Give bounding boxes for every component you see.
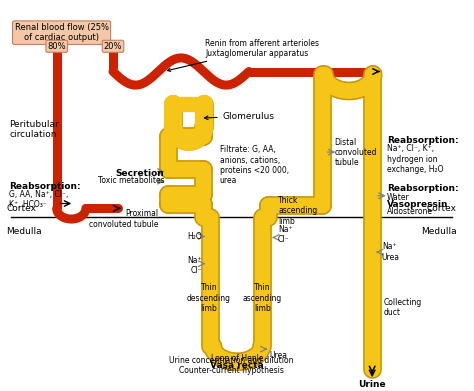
Text: Reabsorption:: Reabsorption: (387, 136, 458, 145)
Text: 80%: 80% (47, 42, 66, 51)
Text: Toxic metabolites: Toxic metabolites (98, 176, 164, 185)
Text: Thick
ascending
limb: Thick ascending limb (278, 196, 317, 226)
Text: Renin from afferent arterioles
Juxtaglomerular apparatus: Renin from afferent arterioles Juxtaglom… (167, 38, 319, 72)
Text: Na⁺
Cl⁻: Na⁺ Cl⁻ (278, 225, 292, 244)
Text: Medulla: Medulla (421, 227, 456, 236)
Text: Cortex: Cortex (427, 204, 456, 213)
Text: Urea: Urea (269, 351, 287, 360)
Text: Filtrate: G, AA,
anions, cations,
proteins <20 000,
urea: Filtrate: G, AA, anions, cations, protei… (220, 145, 289, 185)
Text: Urine: Urine (358, 380, 386, 389)
Text: Distal
convoluted
tubule: Distal convoluted tubule (334, 138, 377, 167)
Text: Vasopressin: Vasopressin (387, 200, 448, 209)
Text: Reabsorption:: Reabsorption: (9, 182, 81, 191)
Text: Proximal
convoluted tubule: Proximal convoluted tubule (89, 209, 159, 229)
Text: Thin
descending
limb: Thin descending limb (187, 283, 231, 313)
Text: 20%: 20% (104, 42, 122, 51)
Text: Loop of Henle: Loop of Henle (211, 354, 264, 363)
Text: Cortex: Cortex (6, 204, 36, 213)
Text: Urine concentration and dilution
Counter-current hypothesis: Urine concentration and dilution Counter… (169, 356, 294, 375)
Text: Secretion: Secretion (116, 169, 164, 178)
Text: Na⁺, Cl⁻, K⁺,
hydrogen ion
exchange, H₂O: Na⁺, Cl⁻, K⁺, hydrogen ion exchange, H₂O (387, 144, 443, 174)
Text: Medulla: Medulla (6, 227, 42, 236)
Text: Glomerulus: Glomerulus (204, 112, 275, 121)
Text: Aldosterone: Aldosterone (387, 207, 433, 216)
Text: Na⁺
Cl⁻: Na⁺ Cl⁻ (188, 256, 202, 275)
Text: Renal blood flow (25%
of cardiac output): Renal blood flow (25% of cardiac output) (15, 23, 109, 42)
Text: H₂O: H₂O (188, 232, 202, 241)
Text: Peritubular
circulation: Peritubular circulation (9, 120, 59, 140)
Text: Na⁺
Urea: Na⁺ Urea (382, 242, 400, 262)
Text: G, AA, Na⁺, Cl⁻,
K⁺, HCO₃⁻: G, AA, Na⁺, Cl⁻, K⁺, HCO₃⁻ (9, 190, 69, 209)
Text: Vasa recta: Vasa recta (210, 361, 264, 370)
Text: Collecting
duct: Collecting duct (384, 298, 422, 317)
Text: Water: Water (387, 193, 410, 202)
Text: Thin
ascending
limb: Thin ascending limb (243, 283, 282, 313)
Text: Reabsorption:: Reabsorption: (387, 184, 458, 193)
